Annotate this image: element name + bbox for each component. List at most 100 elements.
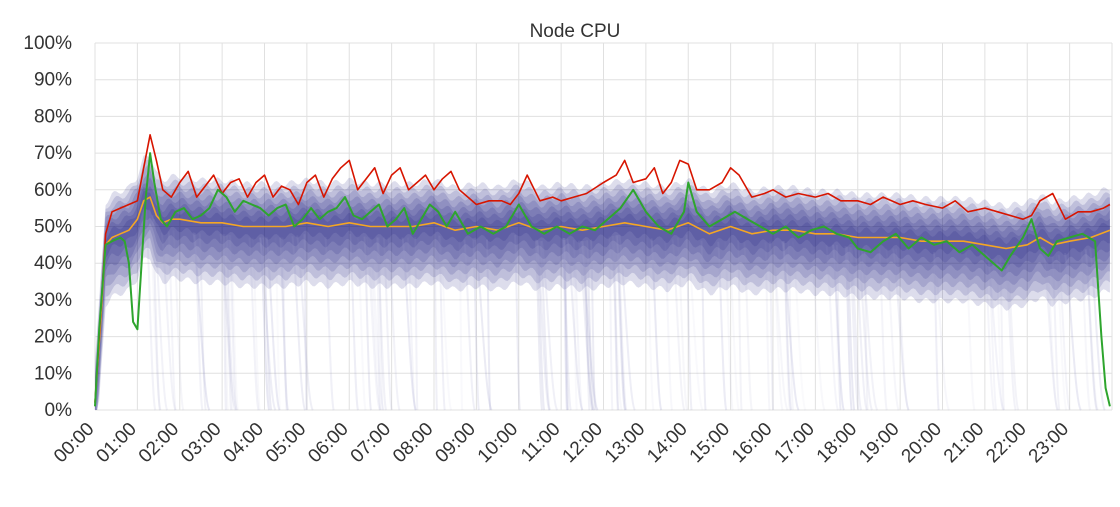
node-trace <box>832 244 845 411</box>
node-trace <box>885 248 900 411</box>
node-trace <box>892 248 910 411</box>
node-trace <box>782 241 791 411</box>
node-trace <box>581 240 599 411</box>
node-trace <box>414 237 419 411</box>
node-trace <box>764 242 771 411</box>
node-trace <box>933 252 950 411</box>
node-trace <box>463 239 476 411</box>
node-trace <box>727 237 740 411</box>
node-trace <box>645 237 655 411</box>
node-trace <box>265 237 281 411</box>
node-trace <box>832 244 842 411</box>
node-trace <box>248 237 260 411</box>
x-tick-label: 16:00 <box>728 419 776 467</box>
background-traces <box>95 155 1110 411</box>
node-trace <box>474 237 493 411</box>
x-tick-label: 10:00 <box>474 419 522 467</box>
node-trace <box>406 237 417 411</box>
x-tick-label: 15:00 <box>686 419 734 467</box>
x-tick-label: 18:00 <box>813 419 861 467</box>
node-trace <box>296 235 314 411</box>
node-trace <box>932 252 940 411</box>
node-trace <box>999 258 1005 411</box>
node-trace <box>844 246 853 411</box>
node-trace <box>472 237 480 411</box>
node-trace <box>857 248 874 411</box>
node-trace <box>986 256 1005 411</box>
node-trace <box>438 235 453 411</box>
node-trace <box>401 237 417 411</box>
node-trace <box>933 252 940 411</box>
node-trace <box>172 230 185 411</box>
node-trace <box>768 241 775 411</box>
node-trace <box>229 235 239 411</box>
node-trace <box>192 232 211 411</box>
node-trace <box>363 236 372 411</box>
node-trace <box>586 240 594 411</box>
density-band <box>95 155 1110 410</box>
node-trace <box>536 240 551 411</box>
x-tick-label: 19:00 <box>855 419 903 467</box>
node-trace <box>671 239 686 411</box>
y-tick-label: 80% <box>34 106 72 127</box>
y-tick-label: 90% <box>34 70 72 91</box>
node-trace <box>291 236 307 411</box>
node-trace <box>219 233 237 411</box>
node-trace <box>458 240 464 411</box>
node-trace <box>995 257 1004 411</box>
node-trace <box>1089 248 1106 411</box>
x-tick-label: 04:00 <box>220 419 268 467</box>
x-tick-label: 00:00 <box>50 419 98 467</box>
node-trace <box>534 239 544 411</box>
x-tick-label: 17:00 <box>770 419 818 467</box>
node-trace <box>984 255 996 411</box>
node-trace <box>160 232 177 411</box>
node-trace <box>664 240 674 411</box>
node-trace <box>618 234 636 411</box>
node-trace <box>863 248 869 411</box>
node-trace <box>1085 249 1099 411</box>
node-trace <box>584 240 591 411</box>
node-trace <box>724 239 734 411</box>
node-trace <box>717 241 728 411</box>
node-trace <box>274 237 282 411</box>
node-trace <box>686 234 704 411</box>
density-band <box>95 177 1110 410</box>
node-trace <box>262 237 273 411</box>
node-trace <box>572 239 584 411</box>
x-tick-label: 21:00 <box>940 419 988 467</box>
node-trace <box>612 235 620 411</box>
node-trace <box>580 240 599 411</box>
node-trace <box>848 246 860 411</box>
node-trace <box>878 248 888 411</box>
x-tick-label: 03:00 <box>177 419 225 467</box>
node-trace <box>194 232 204 411</box>
x-tick-label: 11:00 <box>517 419 564 466</box>
node-trace <box>860 248 879 411</box>
node-trace <box>577 240 595 411</box>
x-tick-label: 07:00 <box>347 419 395 467</box>
node-trace <box>279 237 289 411</box>
node-trace <box>1042 250 1059 411</box>
node-trace <box>368 237 383 411</box>
y-tick-label: 50% <box>34 217 72 238</box>
node-trace <box>438 235 446 411</box>
node-trace <box>581 240 594 411</box>
x-tick-label: 23:00 <box>1025 419 1073 467</box>
node-trace <box>349 233 359 411</box>
node-trace <box>563 238 569 411</box>
node-trace <box>1006 259 1020 411</box>
node-trace <box>562 237 572 411</box>
node-trace <box>566 238 584 411</box>
chart-title: Node CPU <box>530 21 621 42</box>
y-tick-label: 10% <box>34 363 72 384</box>
series-layer <box>94 134 1111 407</box>
node-trace <box>613 235 619 411</box>
node-trace <box>259 237 271 411</box>
x-tick-label: 20:00 <box>898 419 946 467</box>
node-trace <box>303 234 308 411</box>
y-tick-label: 0% <box>45 400 73 421</box>
node-trace <box>220 233 239 411</box>
